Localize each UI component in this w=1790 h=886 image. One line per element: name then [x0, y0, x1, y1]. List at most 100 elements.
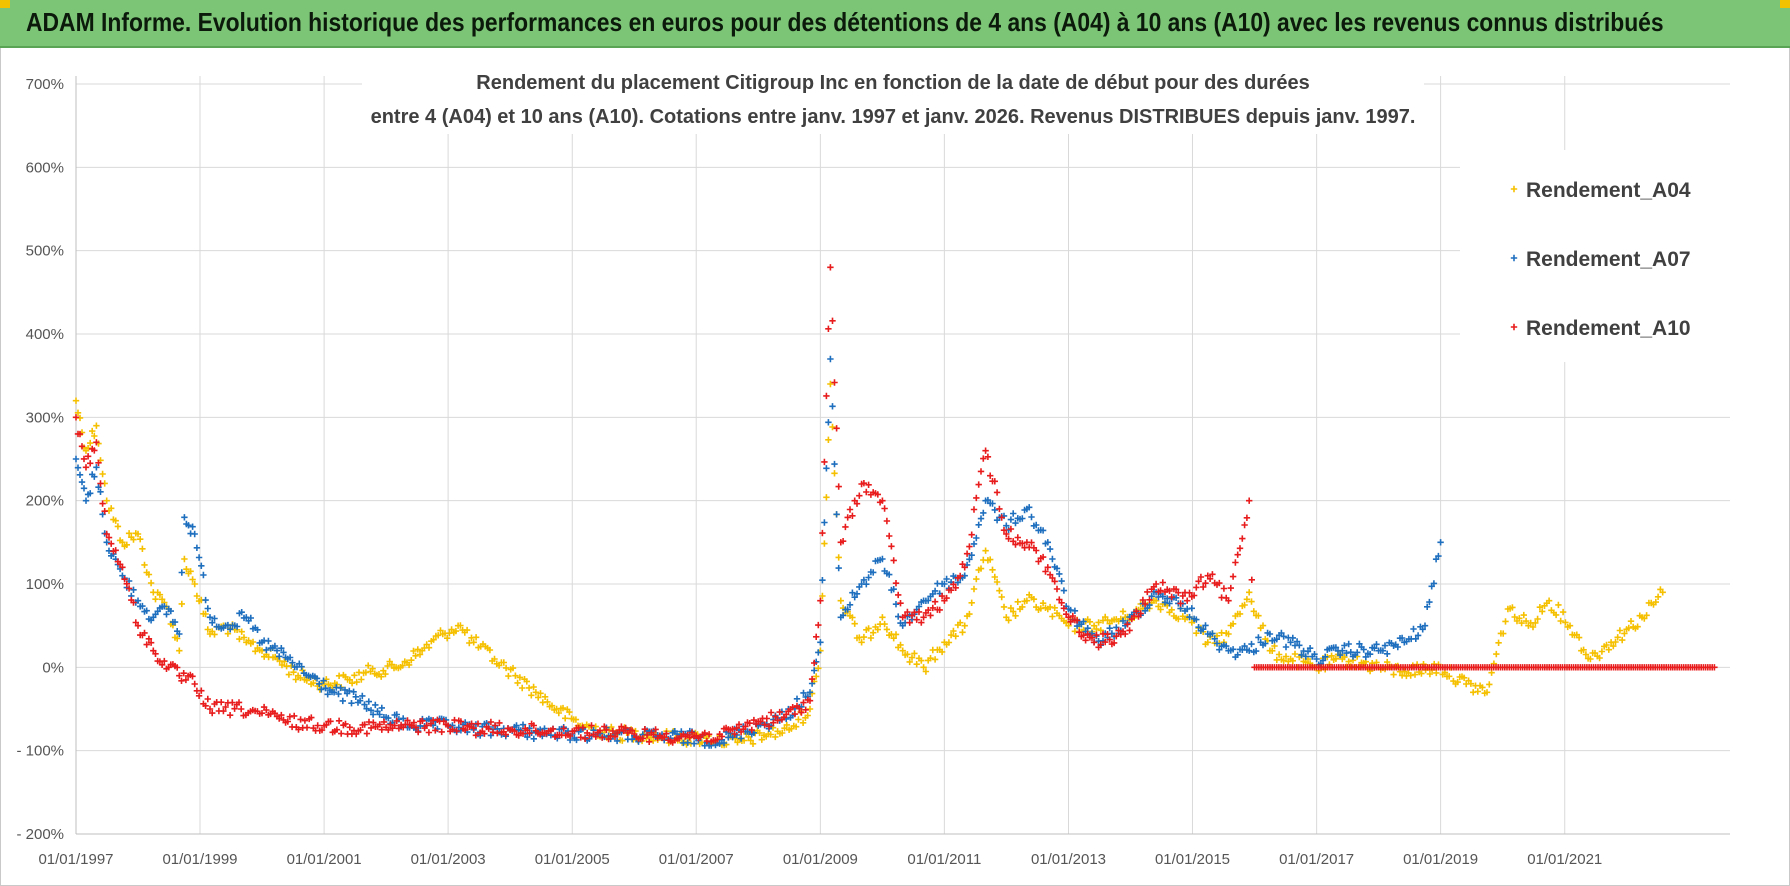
data-point-marker: [357, 726, 364, 734]
data-point-marker: [560, 725, 567, 732]
data-point-marker: [280, 649, 287, 656]
data-point-marker: [1435, 552, 1442, 560]
data-point-marker: [1255, 634, 1262, 641]
data-point-marker: [226, 712, 234, 719]
data-point-marker: [927, 655, 934, 662]
data-point-marker: [763, 715, 770, 722]
data-point-marker: [1232, 559, 1239, 566]
data-point-marker: [132, 619, 139, 626]
data-point-marker: [1076, 629, 1083, 636]
data-point-marker: [881, 620, 888, 628]
data-point-marker: [1179, 592, 1186, 600]
data-point-marker: [1220, 585, 1228, 592]
data-point-marker: [1159, 579, 1166, 586]
data-point-marker: [899, 647, 906, 654]
data-point-marker: [1026, 504, 1033, 511]
data-point-marker: [202, 596, 209, 604]
data-point-marker: [936, 606, 943, 614]
y-tick-label: 400%: [26, 326, 64, 343]
data-point-marker: [231, 705, 238, 712]
data-point-marker: [308, 714, 315, 721]
data-point-marker: [1202, 622, 1209, 629]
data-point-marker: [472, 634, 480, 641]
data-point-marker: [310, 679, 317, 687]
data-point-marker: [103, 497, 110, 504]
data-point-marker: [452, 627, 460, 635]
data-point-marker: [592, 733, 599, 740]
data-point-marker: [316, 680, 323, 688]
data-point-marker: [881, 505, 888, 512]
data-point-marker: [1332, 644, 1340, 651]
data-point-marker: [746, 720, 753, 727]
data-point-marker: [463, 626, 471, 634]
data-point-marker: [1373, 641, 1380, 648]
title-banner: ADAM Informe. Evolution historique des p…: [0, 0, 1790, 48]
data-point-marker: [890, 635, 897, 642]
data-point-marker: [265, 637, 272, 645]
data-point-marker: [313, 675, 321, 682]
data-point-marker: [865, 574, 872, 581]
data-point-marker: [1248, 576, 1255, 583]
data-point-marker: [289, 659, 296, 666]
data-point-marker: [968, 552, 975, 559]
data-point-marker: [1110, 639, 1118, 647]
data-point-marker: [191, 680, 198, 688]
data-point-marker: [337, 684, 344, 692]
data-point-marker: [291, 712, 298, 720]
data-point-marker: [181, 514, 188, 521]
data-point-marker: [1157, 606, 1164, 613]
data-point-marker: [1053, 565, 1061, 572]
data-point-marker: [1012, 541, 1019, 548]
data-point-marker: [860, 633, 868, 641]
data-point-marker: [1177, 600, 1184, 607]
data-point-marker: [256, 639, 263, 647]
data-point-marker: [161, 657, 168, 665]
data-point-marker: [776, 708, 783, 716]
data-point-marker: [1250, 608, 1257, 615]
data-point-marker: [1082, 637, 1089, 644]
data-point-marker: [1529, 623, 1537, 631]
data-point-marker: [825, 325, 832, 332]
data-point-marker: [1181, 615, 1189, 623]
data-point-marker: [222, 703, 229, 711]
data-point-marker: [1580, 646, 1587, 653]
data-point-marker: [404, 717, 411, 724]
data-point-marker: [209, 619, 216, 626]
data-point-marker: [363, 705, 370, 712]
data-point-marker: [982, 447, 989, 454]
data-point-marker: [263, 646, 270, 654]
data-point-marker: [1269, 647, 1276, 654]
data-point-marker: [1209, 571, 1216, 578]
data-point-marker: [406, 721, 413, 728]
data-point-marker: [218, 699, 225, 706]
data-point-marker: [1390, 671, 1397, 678]
data-point-marker: [908, 612, 916, 619]
data-point-marker: [961, 622, 968, 629]
data-point-marker: [1410, 625, 1417, 633]
data-point-marker: [352, 693, 359, 700]
data-point-marker: [1584, 655, 1592, 662]
data-point-marker: [1398, 634, 1406, 642]
data-point-marker: [1621, 630, 1628, 637]
data-point-marker: [182, 676, 190, 684]
data-point-marker: [1000, 603, 1008, 611]
data-point-marker: [918, 598, 925, 606]
data-point-marker: [504, 725, 512, 732]
data-point-marker: [523, 678, 530, 685]
data-point-marker: [367, 724, 375, 732]
data-point-marker: [1012, 519, 1019, 527]
data-point-marker: [1193, 616, 1200, 623]
data-point-marker: [998, 593, 1005, 601]
y-tick-label: 600%: [26, 159, 64, 176]
y-tick-label: 200%: [26, 493, 64, 510]
chart-title-group: Rendement du placement Citigroup Inc en …: [362, 64, 1424, 134]
data-point-marker: [1341, 642, 1348, 649]
data-point-marker: [765, 723, 773, 730]
data-point-marker: [193, 592, 201, 600]
data-point-marker: [913, 661, 920, 668]
legend-marker: [1510, 323, 1518, 331]
data-point-marker: [525, 684, 533, 692]
data-point-marker: [1216, 579, 1223, 587]
data-point-marker: [1287, 639, 1294, 646]
data-point-marker: [408, 657, 415, 664]
